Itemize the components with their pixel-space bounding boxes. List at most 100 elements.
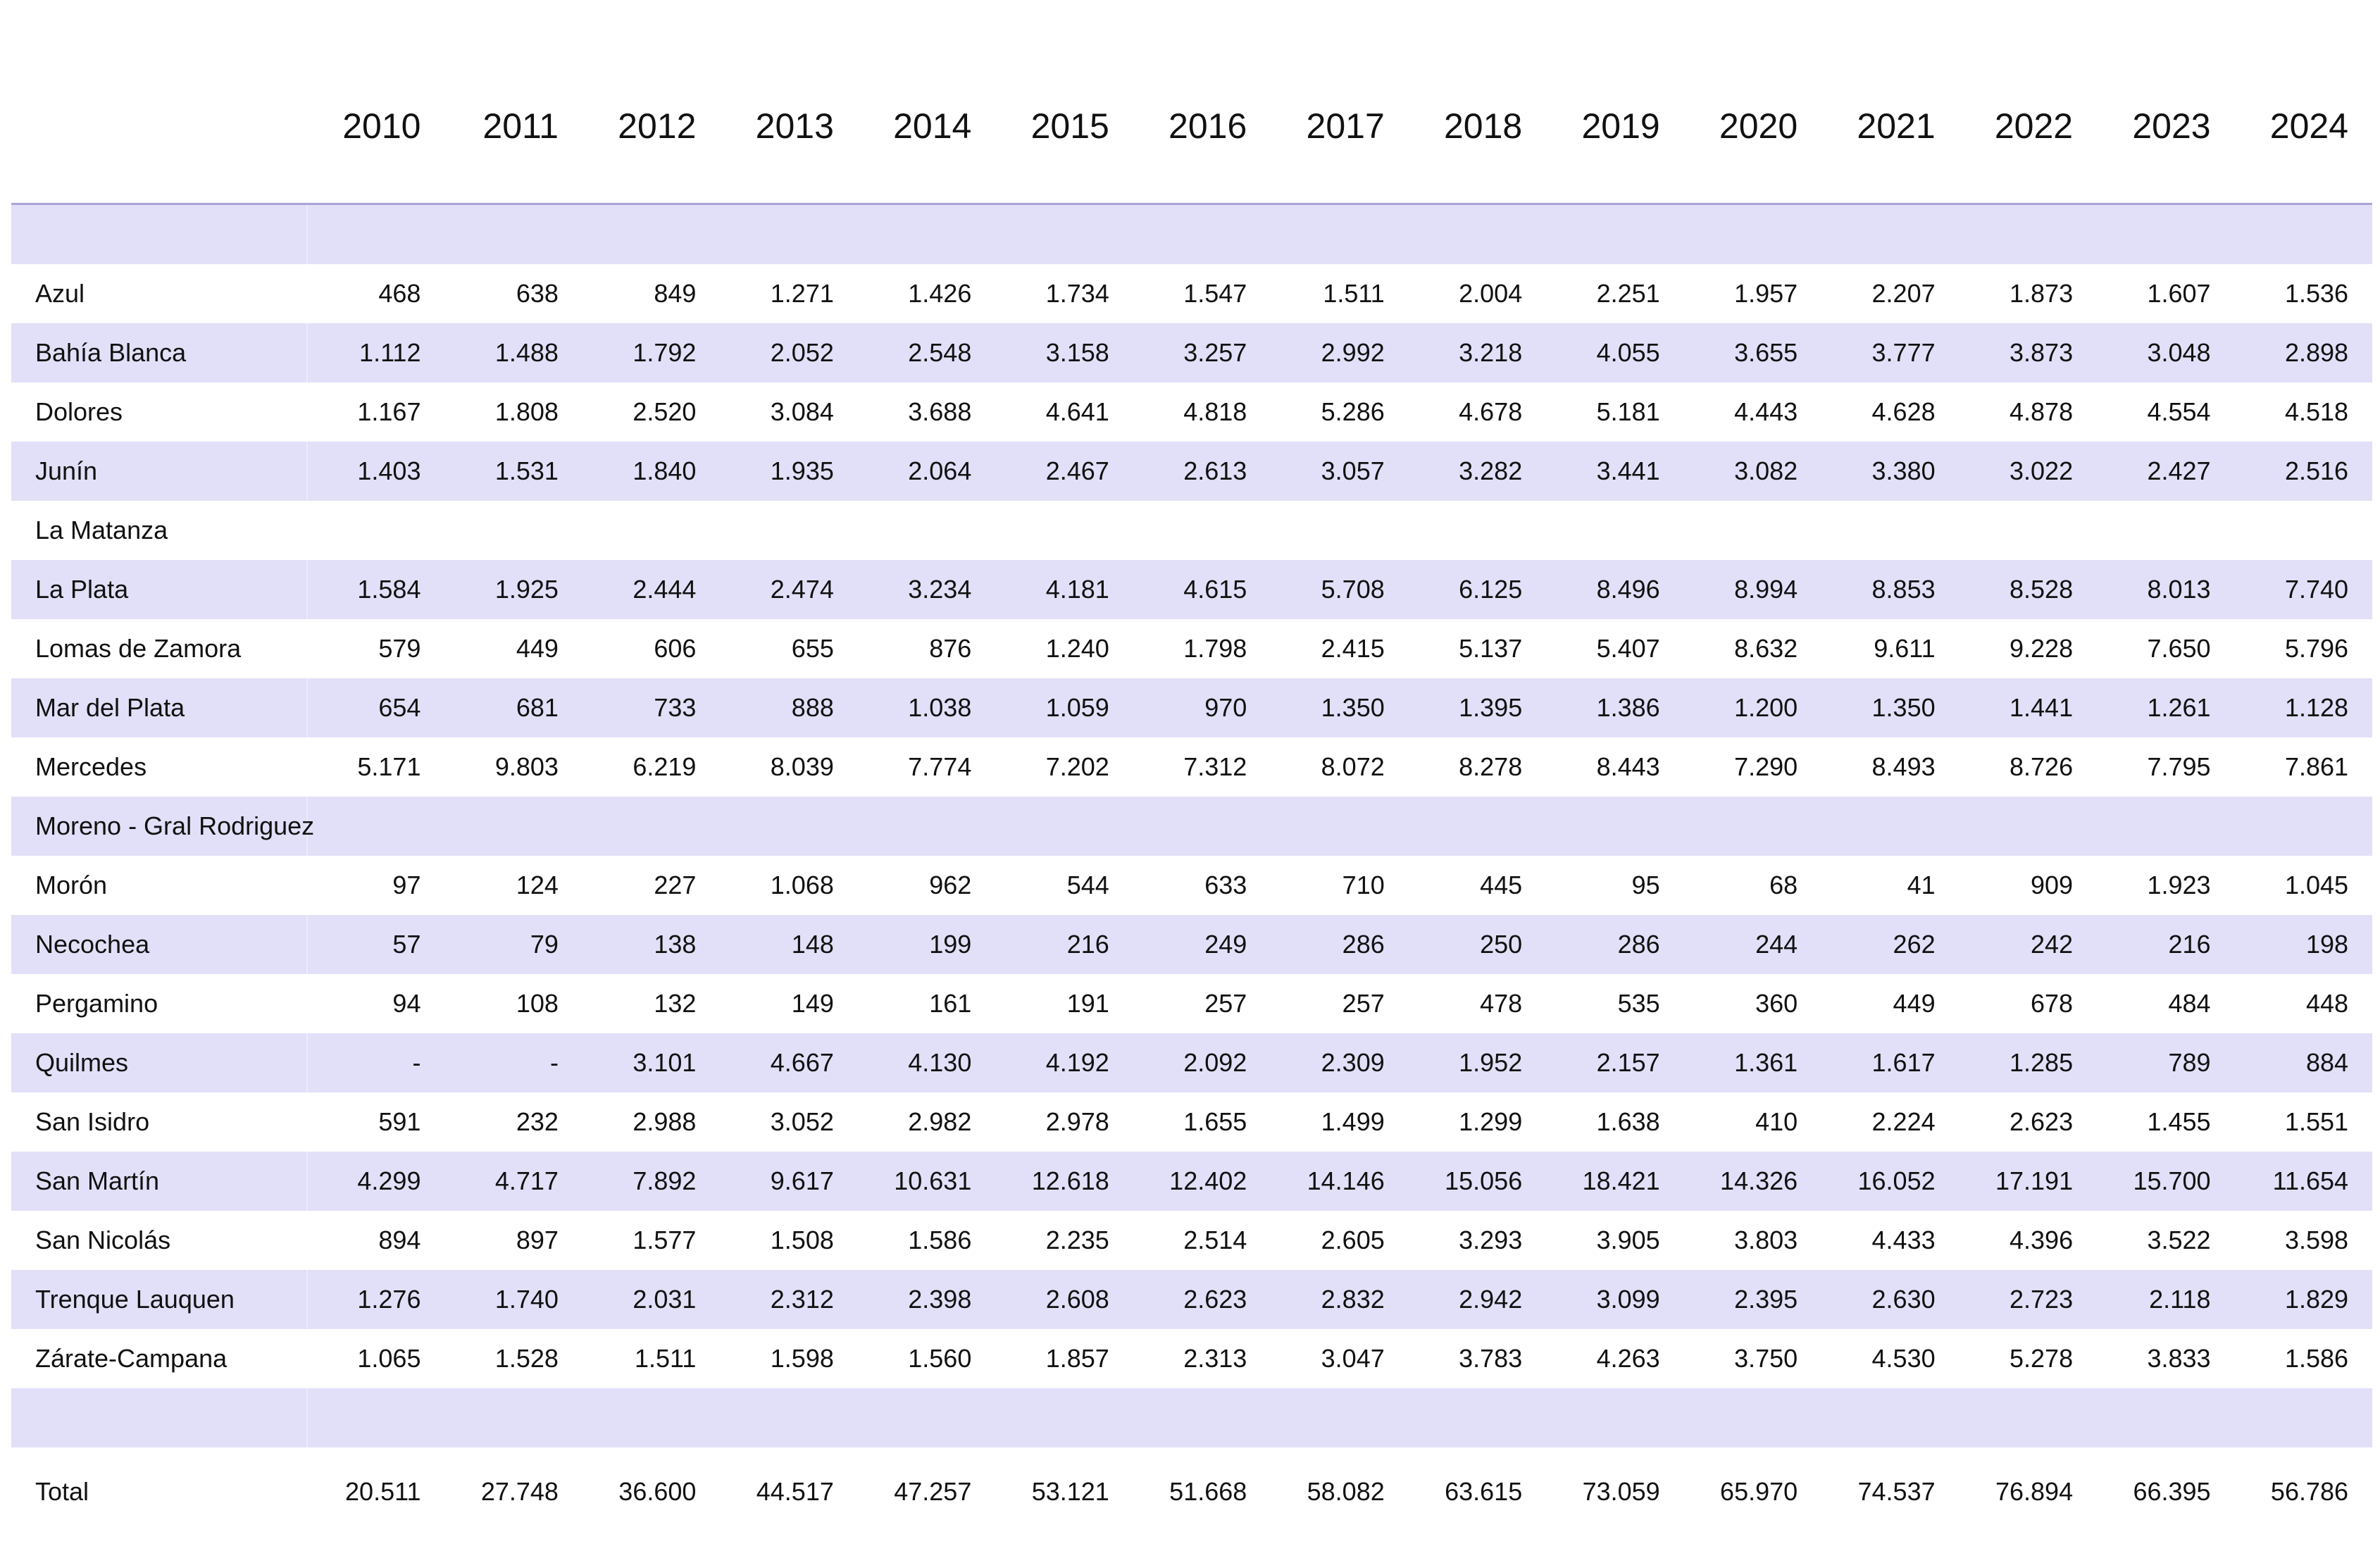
total-value-cell: 36.600 <box>618 1476 697 1506</box>
value-cell: 4.878 <box>2010 397 2074 426</box>
value-cell: 1.271 <box>770 279 834 308</box>
court-name-cell: San Isidro <box>35 1107 150 1136</box>
value-cell: 1.395 <box>1408 678 1547 737</box>
blank-cell <box>1546 1388 1684 1447</box>
value-cell: - <box>444 1033 582 1092</box>
year-header: 2018 <box>1443 106 1523 146</box>
value-cell: 3.293 <box>1459 1226 1523 1254</box>
table-row: Dolores 1.167 1.808 2.520 3.084 3.688 4.641 4.8… <box>11 382 2372 442</box>
value-cell: 1.560 <box>908 1344 972 1373</box>
total-value-cell: 74.537 <box>1857 1476 1936 1506</box>
value-cell: 2.978 <box>1045 1107 1109 1136</box>
court-name-cell: Bahía Blanca <box>11 323 308 382</box>
value-cell: 1.607 <box>2147 279 2211 308</box>
value-cell: 216 <box>2097 915 2235 974</box>
value-cell <box>1133 501 1271 560</box>
value-cell: 1.426 <box>908 279 972 308</box>
value-cell: 2.118 <box>2097 1270 2235 1329</box>
value-cell: 4.192 <box>995 1033 1133 1092</box>
total-label: Total <box>35 1476 89 1506</box>
court-name-cell: Mercedes <box>35 752 147 781</box>
value-cell: 468 <box>378 279 421 308</box>
blank-cell <box>1133 204 1271 264</box>
value-cell: 5.171 <box>357 752 421 781</box>
table-row: San Nicolás 894 897 1.577 1.508 1.586 2.235 2.5… <box>11 1211 2372 1270</box>
value-cell: 8.039 <box>770 752 834 781</box>
value-cell: 7.312 <box>1183 752 1247 781</box>
blank-cell <box>1821 1388 1960 1447</box>
value-cell: 449 <box>516 634 559 663</box>
value-cell: 4.181 <box>995 560 1133 619</box>
value-cell: 17.191 <box>1959 1152 2098 1211</box>
court-name-cell: Pergamino <box>35 989 158 1018</box>
value-cell: 7.892 <box>582 1152 721 1211</box>
value-cell: 1.829 <box>2234 1270 2373 1329</box>
blank-cell <box>1271 204 1409 264</box>
value-cell: 95 <box>1631 871 1660 899</box>
value-cell: 15.700 <box>2097 1152 2235 1211</box>
value-cell <box>1546 501 1683 560</box>
value-cell: 3.380 <box>1821 442 1960 501</box>
value-cell: 445 <box>1480 871 1523 899</box>
court-name-cell: San Nicolás <box>35 1226 171 1254</box>
total-value-cell: 53.121 <box>1031 1476 1109 1506</box>
value-cell <box>720 797 858 856</box>
value-cell: 6.219 <box>633 752 697 781</box>
value-cell <box>307 501 444 560</box>
value-cell: 535 <box>1617 989 1660 1018</box>
value-cell: 962 <box>929 871 972 899</box>
value-cell: 1.299 <box>1459 1107 1523 1136</box>
value-cell: 1.240 <box>1045 634 1109 663</box>
value-cell: 16.052 <box>1821 1152 1960 1211</box>
table-row: San Martín 4.299 4.717 7.892 9.617 10.631 12.6… <box>11 1152 2373 1211</box>
value-cell: 191 <box>1066 989 1109 1018</box>
table-row: La Matanza <box>11 501 2372 560</box>
value-cell: 3.057 <box>1271 442 1409 501</box>
value-cell: 484 <box>2168 989 2211 1018</box>
value-cell: 4.055 <box>1546 323 1684 382</box>
value-cell <box>1960 501 2097 560</box>
value-cell: 449 <box>1893 989 1936 1018</box>
value-cell: 2.224 <box>1871 1107 1936 1136</box>
value-cell: 2.520 <box>633 397 697 426</box>
value-cell: 9.617 <box>720 1152 858 1211</box>
blank-cell <box>720 1388 858 1447</box>
data-table: 2010 2011 2012 2013 2014 2015 2016 2017 2018 2019… <box>11 49 2373 1535</box>
value-cell: 5.796 <box>2284 634 2349 663</box>
value-cell: 2.251 <box>1596 279 1660 308</box>
value-cell: 2.064 <box>857 442 996 501</box>
value-cell <box>720 501 857 560</box>
blank-cell <box>582 1388 721 1447</box>
blank-cell <box>307 1388 445 1447</box>
year-header: 2021 <box>1857 106 1936 146</box>
value-cell: 1.957 <box>1734 279 1798 308</box>
value-cell <box>2234 797 2373 856</box>
value-cell <box>1821 501 1959 560</box>
value-cell: 1.857 <box>1045 1344 1109 1373</box>
year-header: 2019 <box>1581 106 1660 146</box>
year-header: 2012 <box>618 106 697 146</box>
value-cell: 591 <box>378 1107 421 1136</box>
blank-cell <box>582 204 721 264</box>
value-cell: 7.290 <box>1734 752 1798 781</box>
value-cell: 3.598 <box>2284 1226 2349 1254</box>
value-cell: 2.514 <box>1183 1226 1247 1254</box>
corner-header-cell <box>11 49 307 204</box>
value-cell: 1.261 <box>2097 678 2235 737</box>
blank-cell <box>2234 1388 2373 1447</box>
table-row: Mar del Plata 654 681 733 888 1.038 1.059 970 1.… <box>11 678 2373 737</box>
value-cell: 249 <box>1133 915 1271 974</box>
value-cell: 654 <box>307 678 445 737</box>
value-cell: 4.628 <box>1871 397 1936 426</box>
value-cell: 1.499 <box>1321 1107 1385 1136</box>
value-cell: 3.218 <box>1408 323 1547 382</box>
value-cell: 1.403 <box>307 442 445 501</box>
value-cell: 2.052 <box>720 323 858 382</box>
year-header: 2017 <box>1306 106 1385 146</box>
value-cell <box>1546 797 1684 856</box>
value-cell: 2.235 <box>1045 1226 1109 1254</box>
table-row: Morón 97 124 227 1.068 962 544 633 710 445 95 68 41 9… <box>11 856 2372 915</box>
value-cell: 3.101 <box>582 1033 721 1092</box>
value-cell: 1.511 <box>634 1344 697 1373</box>
value-cell: 14.146 <box>1271 1152 1409 1211</box>
